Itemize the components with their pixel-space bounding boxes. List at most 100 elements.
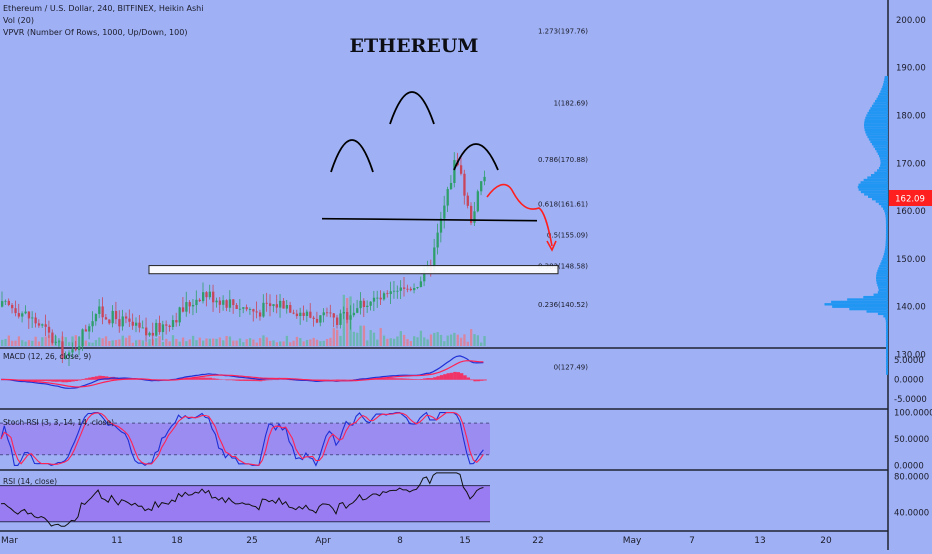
volume-bar: [242, 342, 244, 346]
macd-histogram-bar: [420, 379, 423, 380]
support-zone[interactable]: [149, 266, 558, 274]
candle: [199, 300, 201, 301]
volume-profile-row: [876, 279, 888, 281]
volume-profile-row: [824, 303, 888, 305]
volume-profile-row: [866, 133, 888, 135]
macd-histogram-bar: [423, 378, 426, 379]
volume-bar: [256, 343, 258, 346]
volume-bar: [145, 342, 147, 346]
macd-histogram-bar: [463, 375, 466, 379]
volume-profile-row: [878, 95, 888, 97]
volume-bar: [299, 338, 301, 346]
volume-profile-row: [865, 131, 888, 133]
volume-profile-row: [881, 260, 888, 262]
volume-bar: [440, 335, 442, 346]
candle: [105, 317, 107, 319]
macd-label: MACD (12, 26, close, 9): [3, 352, 91, 361]
volume-bar: [219, 337, 221, 346]
candle: [219, 301, 221, 305]
volume-profile-row: [883, 208, 888, 210]
volume-profile-row: [881, 162, 888, 164]
candle: [185, 302, 187, 312]
volume-bar: [155, 338, 157, 346]
macd-histogram-bar: [406, 379, 409, 380]
volume-bar: [373, 333, 375, 346]
macd-histogram-bar: [336, 379, 339, 380]
candle: [31, 317, 33, 318]
volume-bar: [410, 341, 412, 346]
volume-profile-row: [886, 360, 888, 362]
macd-histogram-bar: [41, 379, 44, 381]
volume-bar: [8, 336, 10, 346]
volume-profile-row: [878, 267, 888, 269]
candle: [443, 206, 445, 219]
volume-profile-row: [871, 174, 888, 176]
volume-bar: [282, 341, 284, 346]
volume-bar: [41, 337, 43, 346]
volume-profile-row: [875, 100, 888, 102]
volume-profile-row: [881, 88, 888, 90]
volume-bar: [453, 333, 455, 346]
candle: [91, 321, 93, 326]
candle: [252, 309, 254, 311]
macd-histogram-bar: [480, 379, 483, 380]
indicator-tick-label: 0.0000: [894, 375, 924, 385]
candle: [333, 313, 335, 317]
candle: [269, 303, 271, 306]
volume-bar: [313, 338, 315, 346]
volume-bar: [383, 336, 385, 346]
candle: [249, 309, 251, 310]
volume-bar: [95, 340, 97, 346]
volume-profile-row: [874, 294, 888, 296]
volume-profile-row: [884, 253, 888, 255]
price-tick-label: 180.00: [896, 112, 926, 122]
macd-histogram-bar: [413, 379, 416, 380]
volume-bar: [423, 337, 425, 346]
candle: [416, 287, 418, 288]
time-axis-label: 15: [459, 536, 470, 546]
macd-histogram-bar: [236, 379, 239, 380]
volume-profile-row: [879, 155, 888, 157]
volume-profile-row: [886, 241, 888, 243]
indicator-tick-label: 100.0000: [894, 409, 932, 419]
volume-profile-row: [879, 203, 888, 205]
candle: [78, 346, 80, 350]
volume-profile-row: [861, 181, 888, 183]
candle: [286, 305, 288, 309]
candle: [179, 307, 181, 322]
time-axis-label: 18: [171, 536, 183, 546]
candle: [135, 323, 137, 326]
volume-bar: [31, 341, 33, 346]
volume-profile-row: [886, 219, 888, 221]
indicator-tick-label: -5.0000: [894, 395, 927, 405]
candle: [142, 328, 144, 329]
candle: [158, 323, 160, 332]
volume-profile-row: [886, 239, 888, 241]
candle: [239, 309, 241, 310]
volume-profile-row: [886, 227, 888, 229]
volume-bar: [376, 340, 378, 346]
macd-histogram-bar: [483, 379, 486, 380]
volume-profile-row: [878, 313, 888, 315]
volume-bar: [246, 339, 248, 346]
candle: [169, 326, 171, 327]
candle: [292, 313, 294, 314]
candle: [28, 312, 30, 319]
volume-profile-row: [870, 107, 888, 109]
volume-profile-row: [875, 148, 888, 150]
macd-histogram-bar: [209, 378, 212, 380]
volume-profile-row: [876, 277, 888, 279]
volume-bar: [35, 337, 37, 346]
volume-bar: [24, 342, 26, 346]
macd-histogram-bar: [215, 379, 218, 380]
candle: [323, 312, 325, 315]
volume-profile-row: [886, 344, 888, 346]
volume-bar: [380, 328, 382, 346]
candle: [463, 174, 465, 196]
time-axis-label: 25: [246, 536, 257, 546]
price-tick-label: 200.00: [896, 16, 926, 26]
macd-histogram-bar: [212, 378, 215, 379]
volume-profile-row: [831, 301, 888, 303]
